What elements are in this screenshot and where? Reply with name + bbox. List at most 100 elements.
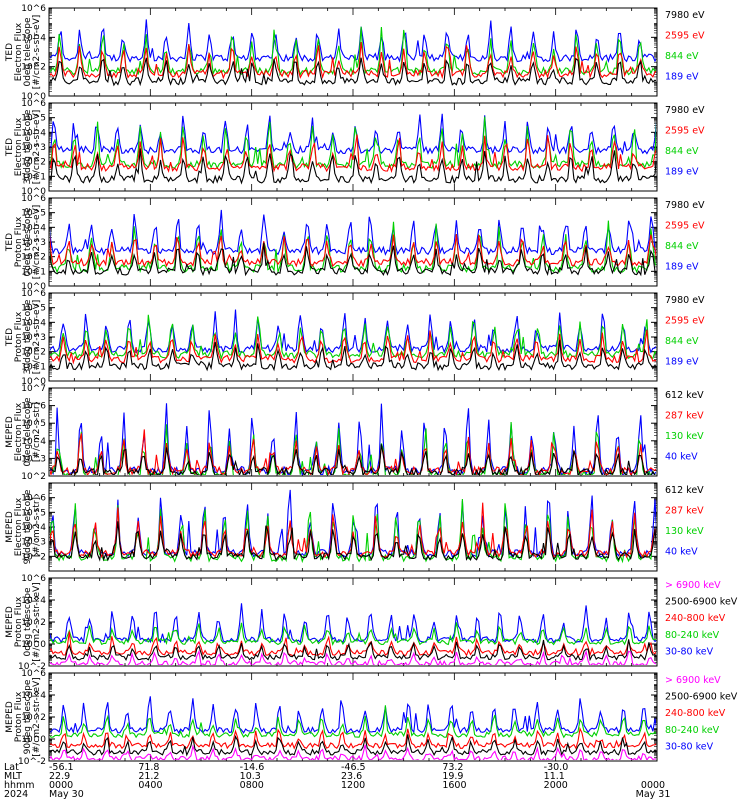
y-axis-label: [#/cm2-s-str-eV] — [32, 110, 42, 185]
legend-entry: > 6900 keV — [665, 580, 721, 591]
y-tick-label: 10^5 — [21, 508, 46, 518]
y-tick-label: 10^7 — [21, 384, 46, 394]
legend-entry: 40 keV — [665, 546, 698, 557]
y-tick-label: 10^3 — [21, 238, 46, 248]
legend-entry: 844 eV — [665, 241, 699, 252]
y-tick-label: 10^2 — [21, 552, 46, 562]
legend-entry: 2595 eV — [665, 220, 705, 231]
x-tick-label-mlt: 19.9 — [442, 771, 463, 782]
y-tick-label: 10^2 — [21, 618, 46, 628]
y-tick-label: 10^3 — [21, 454, 46, 464]
series-line — [50, 209, 656, 256]
series-line — [50, 444, 656, 475]
y-tick-label: 10^4 — [21, 437, 46, 447]
y-tick-label: 10^0 — [21, 187, 46, 197]
y-tick-label: 10^1 — [21, 172, 46, 182]
x-row-label: 2024 — [4, 789, 28, 800]
legend-entry: 7980 eV — [665, 105, 705, 116]
legend-entry: 2500-6900 keV — [665, 692, 738, 703]
x-tick-label-mlt: 23.6 — [341, 771, 362, 782]
y-tick-label: 10^6 — [21, 289, 46, 299]
y-tick-label: 10^6 — [21, 99, 46, 109]
y-tick-label: 10^-2 — [18, 757, 46, 767]
x-tick-label-hhmm: 0400 — [138, 780, 162, 791]
y-tick-label: 10^-2 — [18, 662, 46, 672]
y-tick-label: 10^4 — [21, 128, 46, 138]
y-axis-label: MEPED — [5, 701, 15, 733]
y-tick-label: 10^0 — [21, 377, 46, 387]
legend-entry: 2595 eV — [665, 125, 705, 136]
y-tick-label: 10^4 — [21, 318, 46, 328]
y-axis-label: MEPED — [5, 416, 15, 448]
x-tick-label-mlt: 22.9 — [49, 771, 70, 782]
x-tick-label-lat: -14.6 — [240, 762, 265, 773]
y-tick-label: 10^0 — [21, 640, 46, 650]
y-axis-label: 30deg telescope — [23, 299, 33, 374]
legend-entry: 844 eV — [665, 146, 699, 157]
y-axis-label: 0deg telescope — [23, 207, 33, 277]
legend-entry: 7980 eV — [665, 200, 705, 211]
y-tick-label: 10^2 — [21, 348, 46, 358]
x-tick-label-hhmm: 0800 — [240, 780, 264, 791]
y-tick-label: 10^5 — [21, 209, 46, 219]
y-tick-label: 10^1 — [21, 267, 46, 277]
y-tick-label: 10^2 — [21, 158, 46, 168]
y-axis-label: Proton Flux — [14, 596, 24, 647]
legend-entry: 612 keV — [665, 485, 704, 496]
legend-entry: 844 eV — [665, 51, 699, 62]
y-axis-label: 0deg telescope — [23, 17, 33, 87]
y-tick-label: 10^6 — [21, 574, 46, 584]
y-tick-label: 10^4 — [21, 33, 46, 43]
series-line — [50, 309, 656, 354]
y-tick-label: 10^4 — [21, 691, 46, 701]
x-tick-label-hhmm: 1200 — [341, 780, 365, 791]
series-line — [50, 622, 656, 647]
y-axis-label: [#/cm2-s-str-eV] — [32, 15, 42, 90]
series-line — [50, 403, 656, 475]
x-tick-label-lat: -30.0 — [544, 762, 569, 773]
panel-1: 10^0 10^2 10^4 10^6 TED Electron Flux 0deg tel… — [5, 4, 705, 102]
legend-entry: 844 eV — [665, 336, 699, 347]
legend-entry: 2500-6900 keV — [665, 597, 738, 608]
y-tick-label: 10^1 — [21, 362, 46, 372]
panel-6: 10^2 10^3 10^4 10^5 10^6 MEPED Electron Flux 90… — [5, 482, 704, 572]
series-line — [50, 603, 656, 644]
x-tick-label-mlt: 11.1 — [544, 771, 565, 782]
x-tick-label-date: May 30 — [49, 789, 84, 800]
legend-entry: 130 keV — [665, 431, 704, 442]
x-tick-label-mlt: 10.3 — [240, 771, 261, 782]
y-axis-label: [#/cm2-s-str-eV] — [32, 300, 42, 375]
series-line — [50, 339, 656, 372]
legend-entry: 240-800 keV — [665, 613, 726, 624]
y-tick-label: 10^5 — [21, 304, 46, 314]
y-tick-label: 10^0 — [21, 282, 46, 292]
series-line — [50, 726, 656, 750]
y-axis-label: 0deg telescope — [23, 587, 33, 657]
y-axis-label: [#/cm2-s-str-eV] — [32, 205, 42, 280]
x-tick-label-lat: -46.5 — [341, 762, 366, 773]
y-axis-label: 90deg telescope — [23, 679, 33, 754]
y-tick-label: 10^6 — [21, 669, 46, 679]
x-tick-label-hhmm: 2000 — [544, 780, 568, 791]
series-line — [50, 148, 656, 185]
y-tick-label: 10^3 — [21, 538, 46, 548]
y-axis-label: Electron Flux — [14, 117, 24, 176]
series-line — [50, 19, 656, 63]
legend-entry: 2595 eV — [665, 30, 705, 41]
series-line — [50, 649, 656, 665]
y-axis-label: TED — [5, 138, 15, 157]
x-row-label: Lat — [4, 762, 19, 773]
panel-7: 10^-2 10^0 10^2 10^4 10^6 MEPED Proton Flux 0de… — [5, 574, 738, 672]
y-tick-label: 10^0 — [21, 735, 46, 745]
legend-entry: 2595 eV — [665, 315, 705, 326]
y-tick-label: 10^4 — [21, 523, 46, 533]
legend-entry: 80-240 keV — [665, 630, 720, 641]
series-line — [50, 329, 656, 365]
series-line — [50, 26, 656, 77]
y-tick-label: 10^6 — [21, 4, 46, 14]
y-tick-label: 10^3 — [21, 333, 46, 343]
y-axis-label: [#/cm2-s-str-keV] — [32, 582, 42, 661]
y-tick-label: 10^5 — [21, 419, 46, 429]
x-row-label: MLT — [4, 771, 22, 782]
